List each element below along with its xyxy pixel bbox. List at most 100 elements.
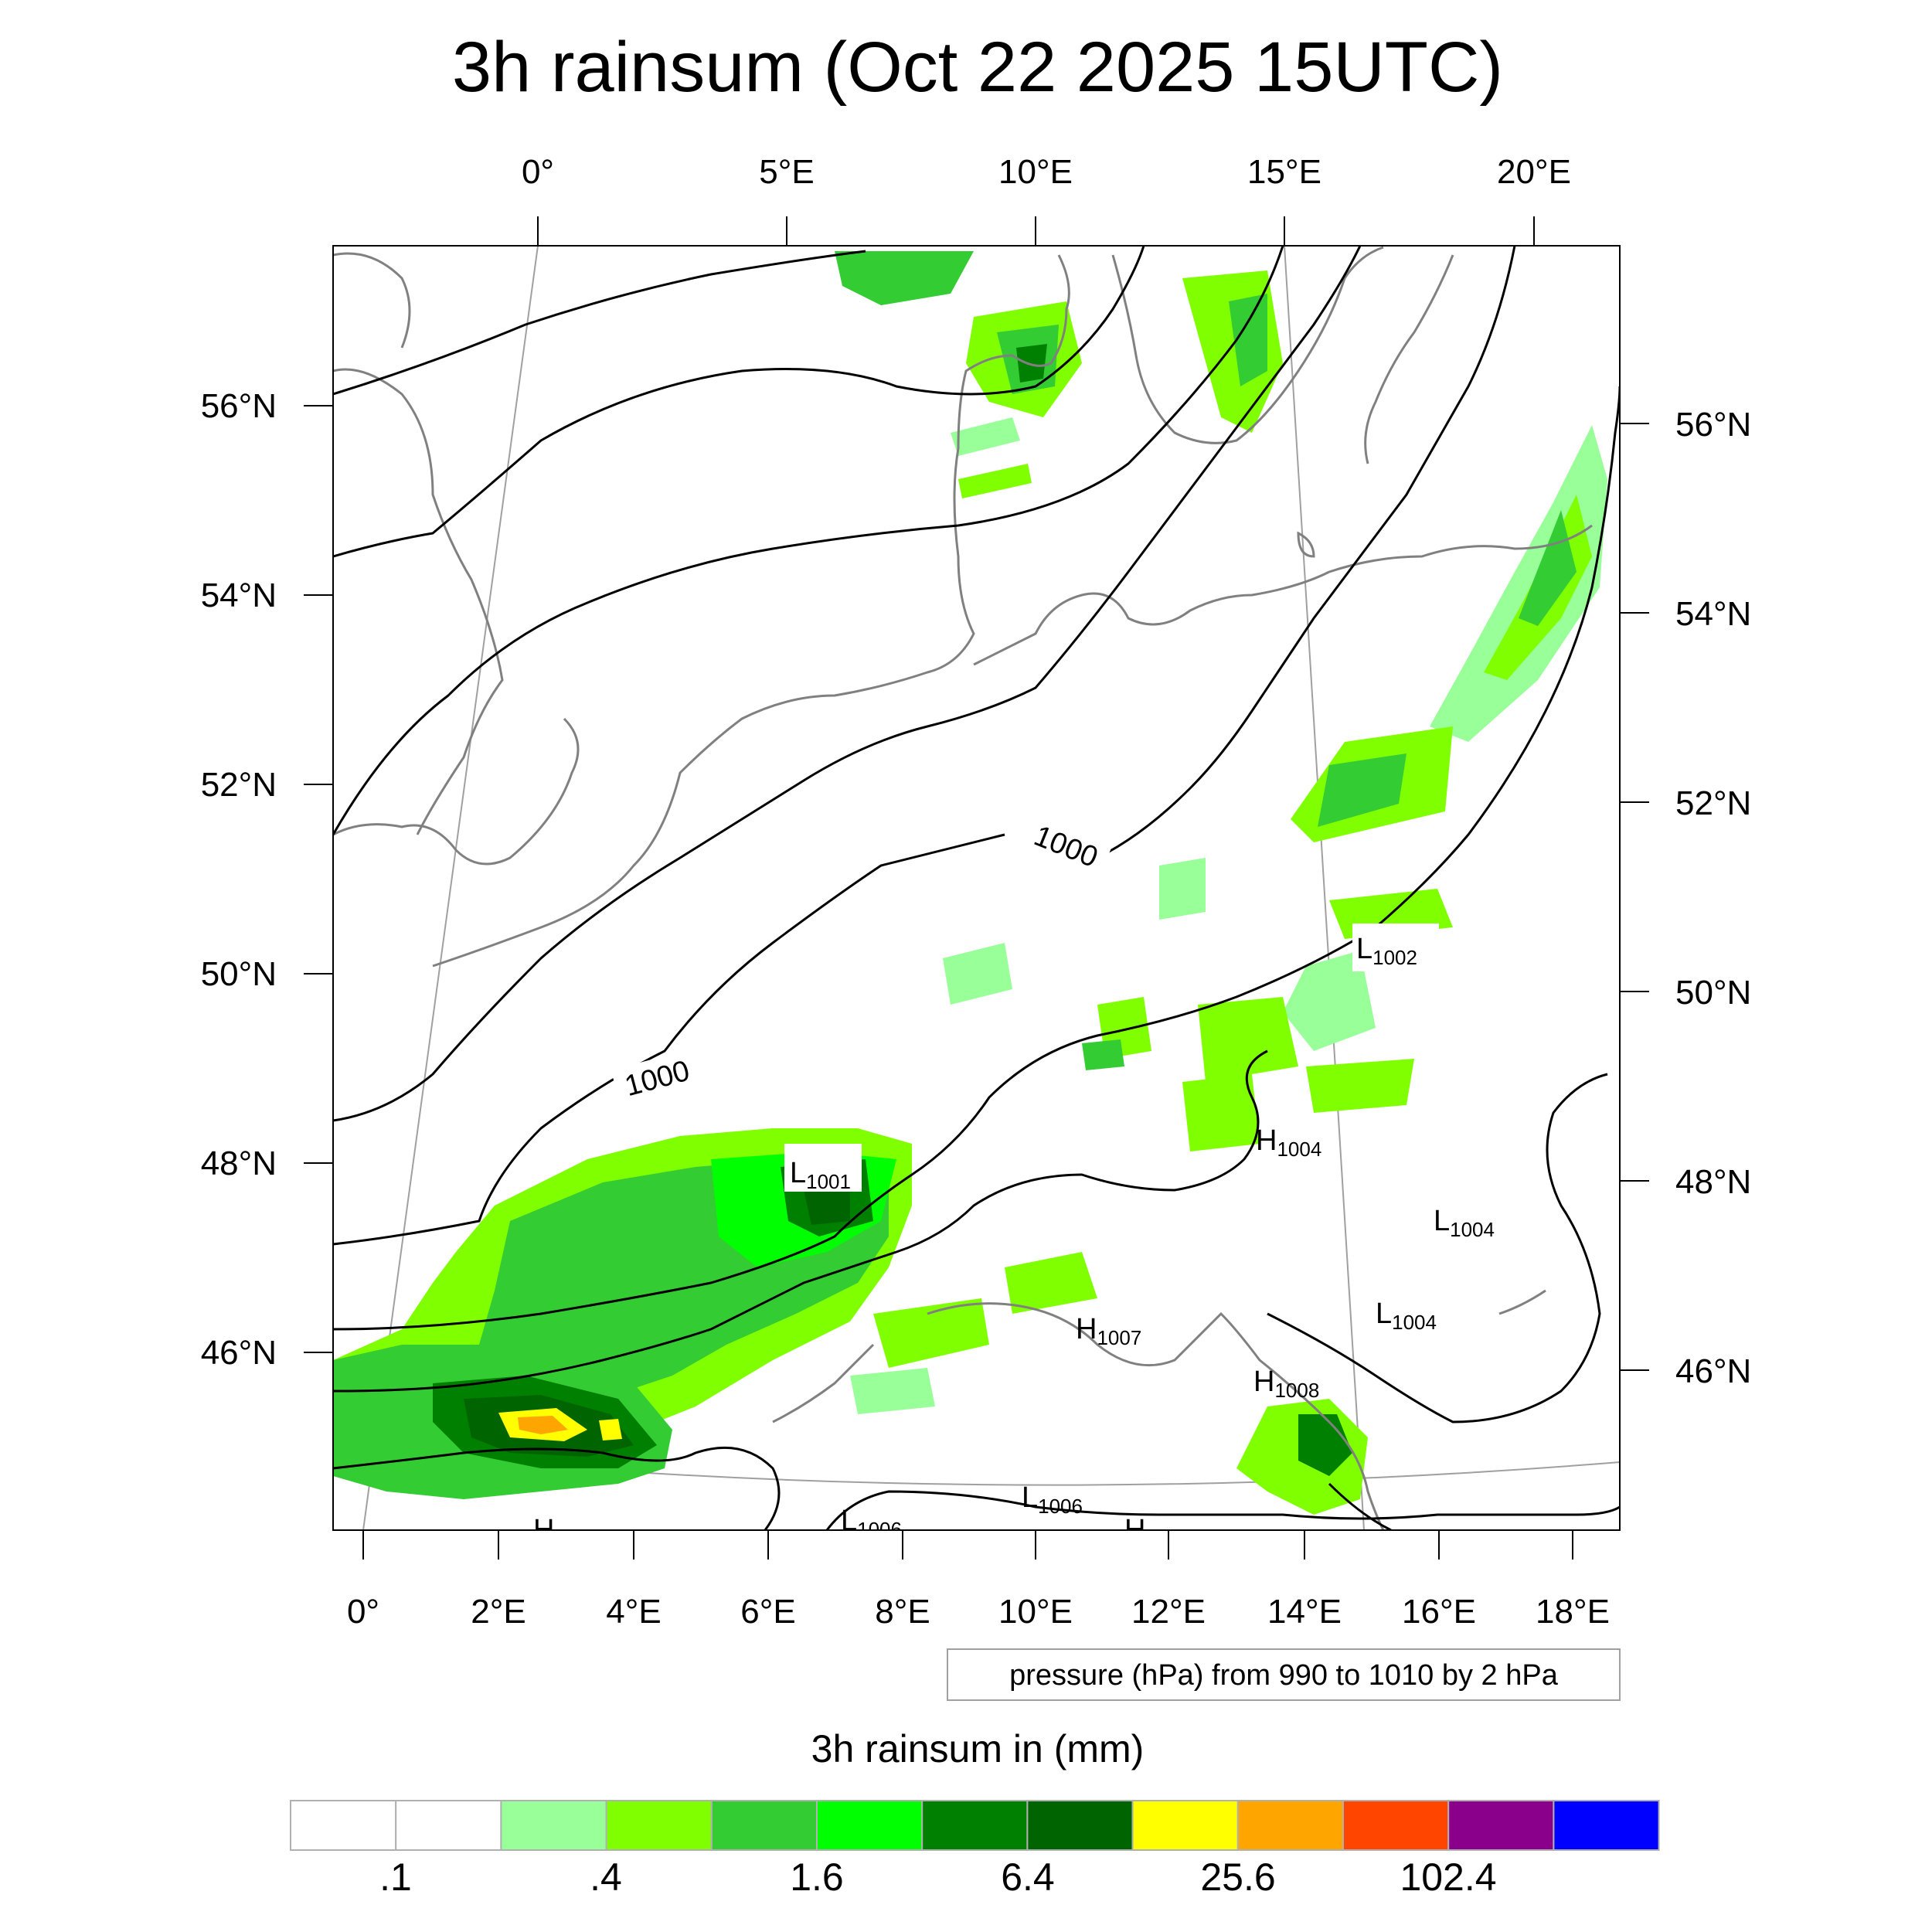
pressure-center-h-partial-east: H — [1124, 1514, 1145, 1546]
rain-patch — [1306, 1059, 1414, 1113]
pressure-center-l1004-south: L1004 — [1376, 1298, 1437, 1334]
pressure-center-h1008: H1008 — [1253, 1366, 1319, 1402]
pressure-center-box — [1352, 923, 1439, 971]
rain-patch — [1298, 1414, 1352, 1476]
isobar — [333, 246, 1284, 835]
rain-patch — [850, 1368, 935, 1414]
pressure-center-label: L1006 — [841, 1505, 902, 1541]
pressure-center-label: L1006 — [1022, 1481, 1083, 1518]
contour-info-box: pressure (hPa) from 990 to 1010 by 2 hPa — [947, 1648, 1621, 1701]
rain-patch — [835, 251, 974, 305]
isobar — [1267, 1073, 1608, 1423]
bottom-lon-label: 0° — [347, 1593, 379, 1631]
bottom-lon-label: 8°E — [875, 1593, 930, 1631]
coastline-baltic-south — [973, 524, 1593, 666]
bottom-lon-label: 18°E — [1536, 1593, 1610, 1631]
pressure-center-label: H1004 — [1256, 1124, 1321, 1161]
map-panel: 1000 1000 L1001 L1002 H1004 L1004 — [332, 245, 1621, 1546]
colorbar-label: .1 — [379, 1855, 412, 1899]
isobar — [1097, 246, 1516, 859]
rain-patch — [1182, 1074, 1260, 1151]
coastline-ligurian — [772, 1343, 875, 1423]
rain-patch — [943, 943, 1012, 1005]
rain-patch — [1082, 1039, 1124, 1070]
right-lat-label: 46°N — [1675, 1352, 1751, 1390]
colorbar-swatch — [710, 1800, 818, 1851]
rain-patch — [599, 1419, 622, 1440]
colorbar-swatch — [921, 1800, 1029, 1851]
colorbar-boxes — [290, 1800, 1660, 1851]
right-lat-label: 48°N — [1675, 1163, 1751, 1201]
left-lat-label: 48°N — [201, 1145, 277, 1182]
isobar — [333, 386, 1620, 1331]
colorbar-label: 102.4 — [1400, 1855, 1496, 1899]
pressure-center-box — [526, 1511, 603, 1530]
isobar-label-box — [611, 1048, 703, 1107]
coastline-uk-south — [333, 717, 580, 866]
bottom-lon-label: 16°E — [1402, 1593, 1476, 1631]
left-lat-label: 50°N — [201, 955, 277, 993]
pressure-center-l1001: L1001 — [784, 1144, 862, 1193]
isobar-label-box — [1020, 812, 1113, 879]
rain-patch — [1229, 294, 1267, 386]
bottom-lon-label: 10°E — [998, 1593, 1073, 1631]
pressure-center-h-partial-west: H — [526, 1511, 603, 1546]
colorbar-swatch — [816, 1800, 923, 1851]
rain-patch — [518, 1416, 568, 1434]
colorbar-swatch — [1131, 1800, 1239, 1851]
pressure-center-label: H1008 — [1253, 1366, 1319, 1402]
colorbar-swatch — [1236, 1800, 1345, 1851]
pressure-center-h1004: H1004 — [1256, 1124, 1321, 1161]
meridian-15e — [1284, 246, 1365, 1530]
pressure-center-label: H — [1124, 1514, 1145, 1546]
coastline-continent-north — [432, 254, 1070, 968]
bottom-lon-label: 2°E — [471, 1593, 526, 1631]
rain-patch — [1159, 858, 1206, 920]
meridian-0 — [362, 246, 539, 1530]
colorbar-swatch — [395, 1800, 502, 1851]
contour-info-text: pressure (hPa) from 990 to 1010 by 2 hPa — [1009, 1659, 1559, 1692]
pressure-center-label: L1001 — [790, 1157, 851, 1193]
bottom-lon-label: 14°E — [1267, 1593, 1342, 1631]
left-lat-label: 52°N — [201, 766, 277, 804]
top-lon-label: 0° — [522, 153, 554, 191]
colorbar-label: 6.4 — [1001, 1855, 1055, 1899]
coastline-sweden-east — [1364, 254, 1454, 464]
pressure-center-label: H — [533, 1514, 554, 1546]
top-lon-label: 15°E — [1247, 153, 1321, 191]
pressure-center-l1006-west: L1006 — [841, 1505, 902, 1541]
isobar — [333, 1446, 781, 1530]
colorbar-labels: .1 .4 1.6 6.4 25.6 102.4 — [379, 1855, 1496, 1899]
colorbar-swatch — [290, 1800, 397, 1851]
isobar — [825, 1490, 1620, 1530]
pressure-center-label: L1002 — [1356, 933, 1417, 969]
isobar — [333, 246, 1145, 558]
map-border — [332, 245, 1621, 1531]
pressure-center-label: H1007 — [1076, 1313, 1141, 1349]
pressure-center-l1004-east: L1004 — [1434, 1205, 1495, 1241]
pressure-center-box — [784, 1144, 862, 1192]
rain-patch — [1016, 344, 1047, 383]
colorbar-swatch — [605, 1800, 713, 1851]
colorbar-swatch — [1553, 1800, 1660, 1851]
left-axis: 56°N 54°N 52°N 50°N 48°N 46°N — [201, 387, 333, 1372]
right-axis: 56°N 54°N 52°N 50°N 48°N 46°N — [1620, 406, 1751, 1390]
isobar-1000 — [333, 833, 1005, 1246]
coastline-scotland — [333, 252, 411, 349]
coastline-adriatic — [927, 1302, 1385, 1530]
colorbar-label: .4 — [590, 1855, 622, 1899]
top-axis: 0° 5°E 10°E 15°E 20°E — [522, 153, 1571, 246]
figure-title: 3h rainsum (Oct 22 2025 15UTC) — [452, 28, 1503, 107]
rain-patch — [1430, 425, 1607, 742]
pressure-center-label: L1004 — [1434, 1205, 1495, 1241]
colorbar-swatch — [1342, 1800, 1450, 1851]
left-lat-label: 56°N — [201, 387, 277, 425]
colorbar-label: 25.6 — [1200, 1855, 1275, 1899]
lake-balaton — [1498, 1289, 1546, 1315]
island-bornholm — [1297, 531, 1315, 558]
rain-patch — [958, 464, 1032, 498]
rain-patch — [1519, 510, 1577, 626]
pressure-center-l1002: L1002 — [1352, 923, 1439, 971]
isobar — [333, 1049, 1268, 1393]
pressure-center-l1006-east: L1006 — [1022, 1481, 1083, 1518]
